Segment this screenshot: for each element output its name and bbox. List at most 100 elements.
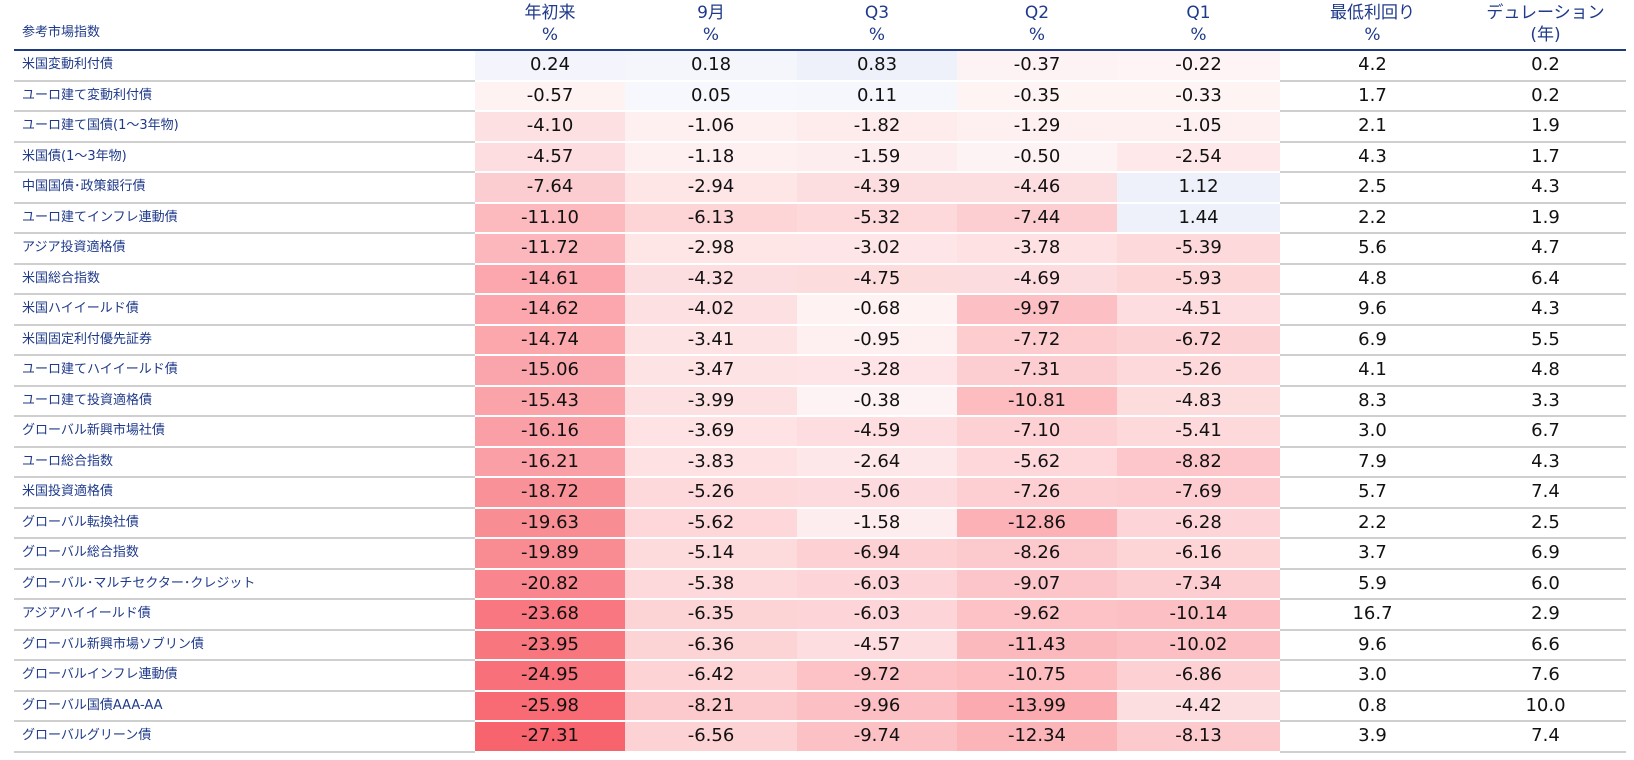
table-row: ユーロ総合指数 -16.21 -3.83 -2.64 -5.62 -8.82 7.9 4.3 [14, 446, 1626, 478]
index-name: ユーロ建てハイイールド債 [14, 355, 475, 387]
cell-ytd: -0.57 [475, 80, 625, 112]
column-header-label: Q2 [1024, 3, 1050, 23]
column-header-sep: 9月% [625, 0, 797, 51]
cell-q2: -9.97 [957, 294, 1117, 326]
cell-sep: -5.14 [625, 538, 797, 570]
cell-dur: 1.9 [1465, 111, 1626, 143]
index-name: ユーロ建て国債(1～3年物) [14, 111, 475, 143]
table-row: グローバルグリーン債 -27.31 -6.56 -9.74 -12.34 -8.13 3.9… [14, 721, 1626, 753]
cell-ytd: 0.24 [475, 50, 625, 82]
cell-q2: -4.69 [957, 263, 1117, 295]
cell-ytd: -4.57 [475, 141, 625, 173]
column-header-label: Q3 [864, 3, 890, 23]
cell-q1: -8.82 [1117, 446, 1280, 478]
table-row: 米国変動利付債 0.24 0.18 0.83 -0.37 -0.22 4.2 0.2 [14, 50, 1626, 82]
cell-ytw: 2.1 [1280, 111, 1465, 143]
column-header-ytw: 最低利回り% [1280, 0, 1465, 51]
cell-q2: -9.62 [957, 599, 1117, 631]
cell-sep: -6.13 [625, 202, 797, 234]
cell-ytd: -11.72 [475, 233, 625, 265]
table-row: グローバル総合指数 -19.89 -5.14 -6.94 -8.26 -6.16 3.7 6.… [14, 538, 1626, 570]
cell-ytw: 7.9 [1280, 446, 1465, 478]
table-row: ユーロ建てインフレ連動債 -11.10 -6.13 -5.32 -7.44 1.44 2.2… [14, 202, 1626, 234]
column-header-dur: デュレーション (年) [1465, 0, 1626, 51]
cell-ytw: 5.7 [1280, 477, 1465, 509]
cell-sep: -4.32 [625, 263, 797, 295]
cell-q1: -10.14 [1117, 599, 1280, 631]
cell-ytd: -14.74 [475, 324, 625, 356]
column-header-label: 年初来 [524, 3, 576, 23]
cell-q3: -4.75 [797, 263, 957, 295]
column-header-q1: Q1% [1117, 0, 1280, 51]
cell-ytd: -27.31 [475, 721, 625, 753]
cell-ytw: 5.9 [1280, 568, 1465, 600]
cell-q3: -1.82 [797, 111, 957, 143]
cell-ytw: 3.0 [1280, 660, 1465, 692]
cell-ytd: -14.61 [475, 263, 625, 295]
cell-q3: -3.02 [797, 233, 957, 265]
cell-q3: 0.11 [797, 80, 957, 112]
cell-q1: -7.34 [1117, 568, 1280, 600]
column-header-label: 最低利回り [1330, 3, 1415, 23]
cell-q3: -9.74 [797, 721, 957, 753]
cell-sep: -6.56 [625, 721, 797, 753]
table-row: ユーロ建て変動利付債 -0.57 0.05 0.11 -0.35 -0.33 1.7 0.2 [14, 80, 1626, 112]
cell-q3: -3.28 [797, 355, 957, 387]
cell-dur: 2.9 [1465, 599, 1626, 631]
cell-dur: 6.7 [1465, 416, 1626, 448]
cell-ytw: 1.7 [1280, 80, 1465, 112]
cell-q2: -7.10 [957, 416, 1117, 448]
index-name: グローバル総合指数 [14, 538, 475, 570]
table-row: グローバル･マルチセクター･クレジット -20.82 -5.38 -6.03 -9.07… [14, 568, 1626, 600]
cell-dur: 7.4 [1465, 721, 1626, 753]
cell-ytw: 4.2 [1280, 50, 1465, 82]
column-header-unit: % [1028, 25, 1046, 45]
table-row: ユーロ建て投資適格債 -15.43 -3.99 -0.38 -10.81 -4.83 8.3… [14, 385, 1626, 417]
cell-ytd: -19.89 [475, 538, 625, 570]
cell-q1: -7.69 [1117, 477, 1280, 509]
header-row: 参考市場指数 年初来% 9月% Q3% Q2% Q1% 最低利回り% デュレーション (年) [14, 0, 1626, 51]
cell-q2: -8.26 [957, 538, 1117, 570]
cell-dur: 7.4 [1465, 477, 1626, 509]
index-name: グローバル国債AAA-AA [14, 690, 475, 722]
cell-ytw: 9.6 [1280, 629, 1465, 661]
cell-q3: -4.59 [797, 416, 957, 448]
table-row: グローバルインフレ連動債 -24.95 -6.42 -9.72 -10.75 -6.86 3… [14, 660, 1626, 692]
cell-dur: 4.3 [1465, 294, 1626, 326]
index-name: グローバル･マルチセクター･クレジット [14, 568, 475, 600]
cell-q2: -12.34 [957, 721, 1117, 753]
cell-q2: -7.26 [957, 477, 1117, 509]
cell-sep: -6.35 [625, 599, 797, 631]
cell-q3: -5.32 [797, 202, 957, 234]
table-row: アジア投資適格債 -11.72 -2.98 -3.02 -3.78 -5.39 5.6 4.7 [14, 233, 1626, 265]
cell-ytw: 3.9 [1280, 721, 1465, 753]
cell-ytw: 0.8 [1280, 690, 1465, 722]
cell-ytw: 9.6 [1280, 294, 1465, 326]
column-header-q3: Q3% [797, 0, 957, 51]
table-row: 米国総合指数 -14.61 -4.32 -4.75 -4.69 -5.93 4.8 6.4 [14, 263, 1626, 295]
index-name: グローバル新興市場社債 [14, 416, 475, 448]
cell-sep: -4.02 [625, 294, 797, 326]
cell-dur: 1.7 [1465, 141, 1626, 173]
cell-dur: 0.2 [1465, 50, 1626, 82]
cell-dur: 6.4 [1465, 263, 1626, 295]
cell-ytw: 4.3 [1280, 141, 1465, 173]
index-name: ユーロ建て投資適格債 [14, 385, 475, 417]
index-name: 米国ハイイールド債 [14, 294, 475, 326]
cell-sep: -5.62 [625, 507, 797, 539]
cell-q1: -4.42 [1117, 690, 1280, 722]
cell-dur: 4.3 [1465, 172, 1626, 204]
cell-sep: -6.42 [625, 660, 797, 692]
cell-ytw: 2.5 [1280, 172, 1465, 204]
index-name: 米国債(1～3年物) [14, 141, 475, 173]
cell-q3: -0.95 [797, 324, 957, 356]
cell-ytw: 3.0 [1280, 416, 1465, 448]
cell-q1: -4.51 [1117, 294, 1280, 326]
cell-q1: -6.72 [1117, 324, 1280, 356]
cell-q1: -10.02 [1117, 629, 1280, 661]
index-name: ユーロ建て変動利付債 [14, 80, 475, 112]
cell-dur: 4.7 [1465, 233, 1626, 265]
table-row: グローバル国債AAA-AA -25.98 -8.21 -9.96 -13.99 -4.42… [14, 690, 1626, 722]
cell-q2: -0.35 [957, 80, 1117, 112]
cell-sep: -3.41 [625, 324, 797, 356]
